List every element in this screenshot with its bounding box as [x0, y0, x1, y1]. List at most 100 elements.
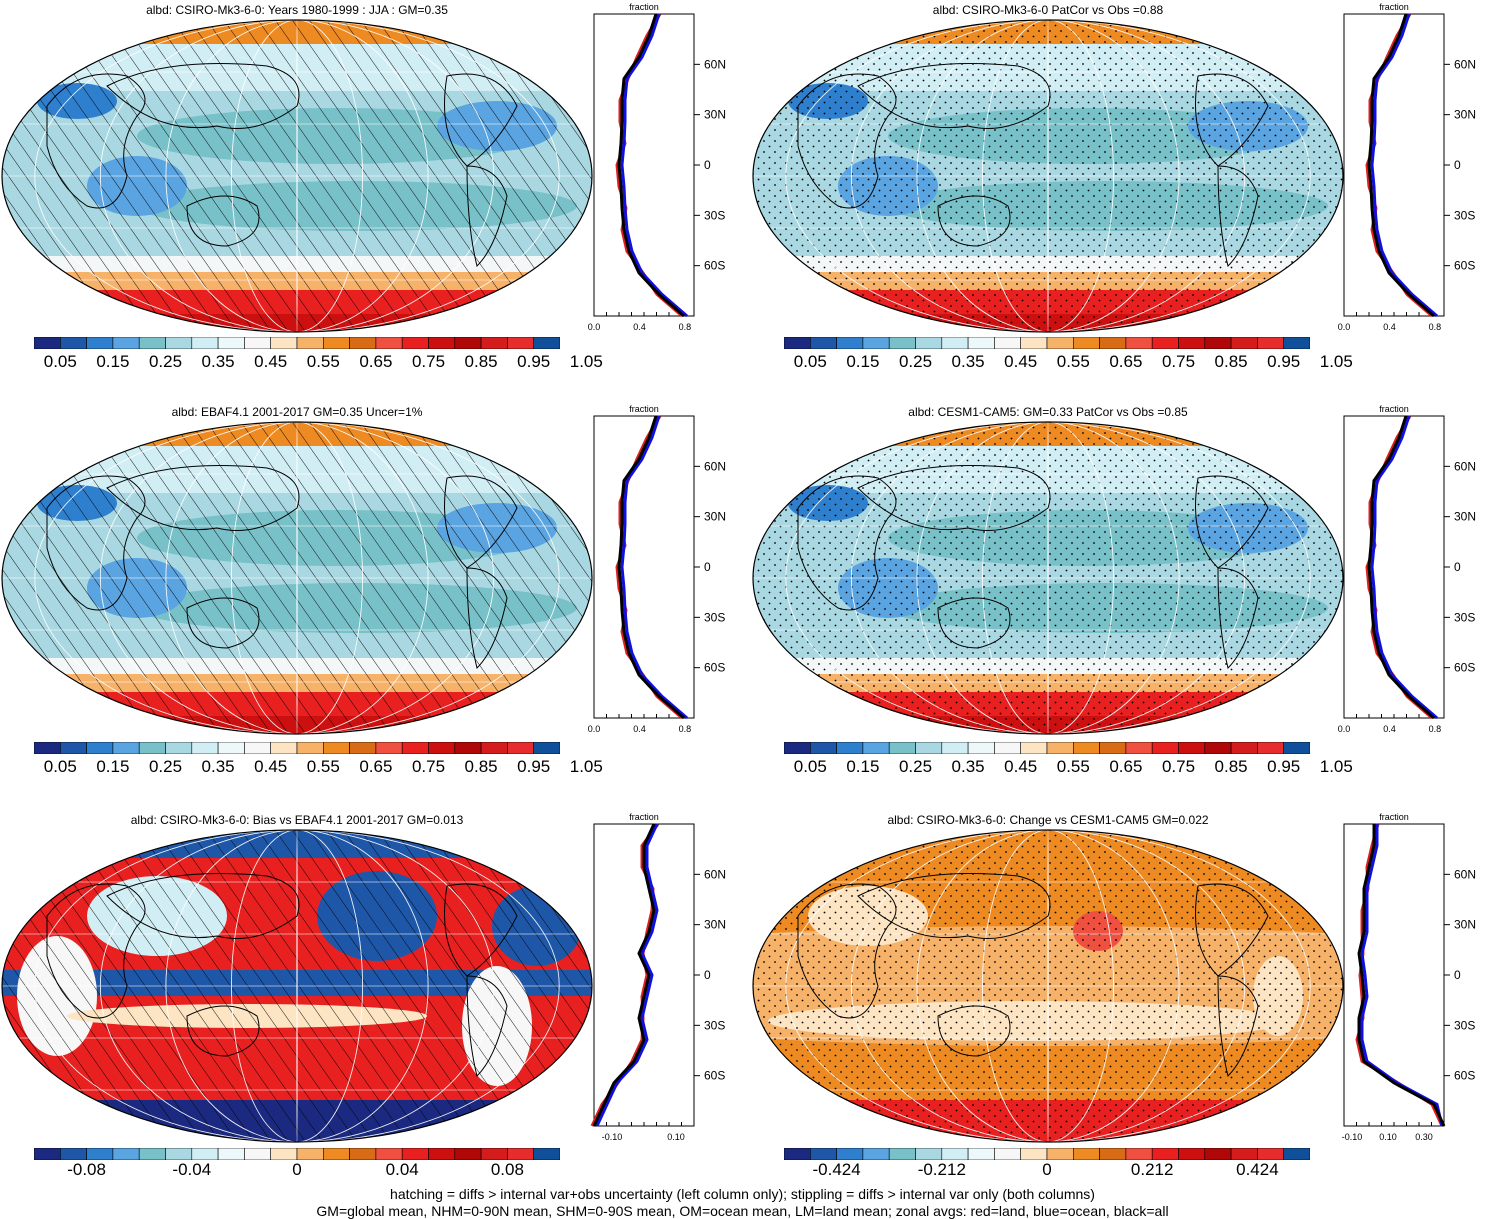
colorbar-swatch: [1072, 742, 1100, 754]
colorbar-label: 0.15: [96, 352, 130, 371]
colorbar-swatch: [1178, 742, 1206, 754]
coastline: [466, 567, 508, 669]
colorbar-label: 0.65: [1109, 352, 1143, 371]
coastline: [937, 1005, 1011, 1057]
colorbar-swatch: [244, 742, 271, 754]
colorbar-swatch: [862, 742, 890, 754]
colorbar-swatch: [1257, 337, 1284, 349]
colorbar-swatch: [86, 742, 114, 754]
zonal-header: fraction: [1379, 812, 1409, 822]
zonal-ytick-label: 60N: [704, 867, 726, 881]
colorbar-swatch: [862, 1148, 890, 1160]
coastline: [444, 475, 518, 569]
zonal-plot: 60N 30N 0 30S 60S fraction 0.0 0.4 0.8: [588, 2, 726, 332]
colorbar-swatch: [34, 337, 61, 349]
colorbar-swatch: [349, 742, 377, 754]
colorbar-swatch: [888, 742, 916, 754]
map-field: [753, 830, 1343, 1142]
colorbar-swatch: [138, 337, 166, 349]
colorbar-swatch: [836, 742, 864, 754]
colorbar-swatch: [1178, 337, 1206, 349]
colorbar-swatch: [1257, 1148, 1284, 1160]
colorbar-labels: 0.05 0.15 0.25 0.35 0.45 0.55 0.65 0.75 0.85 0.95…: [34, 757, 603, 779]
zonal-ytick-label: 30S: [1454, 1018, 1475, 1032]
coastline: [466, 165, 508, 267]
colorbar-swatch: [375, 742, 403, 754]
colorbar-label: 0.04: [385, 1160, 419, 1179]
colorbar: [784, 742, 1310, 754]
coastline: [937, 195, 1011, 247]
colorbar-swatch: [1020, 1148, 1048, 1160]
zonal-line-land: [615, 13, 683, 318]
colorbar-swatch: [1283, 742, 1310, 754]
colorbar-label: 0.25: [898, 352, 933, 371]
zonal-ytick-label: 60N: [1454, 459, 1476, 473]
coastline: [797, 475, 897, 611]
zonal-ytick-label: 30S: [1454, 610, 1475, 624]
coastline: [186, 195, 260, 247]
colorbar-label: 0.25: [898, 757, 933, 776]
coastline: [1217, 165, 1259, 267]
colorbar-label: 0.95: [517, 352, 551, 371]
zonal-ytick-label: 30S: [704, 1018, 725, 1032]
zonal-ytick-label: 60S: [1454, 1069, 1475, 1083]
map-plot: [752, 421, 1344, 735]
colorbar-label: 0.75: [411, 352, 446, 371]
colorbar-swatch: [138, 742, 166, 754]
footer-note-1: hatching = diffs > internal var+obs unce…: [390, 1186, 1095, 1202]
zonal-header: fraction: [629, 812, 659, 822]
map-title: albd: CSIRO-Mk3-6-0: Bias vs EBAF4.1 200…: [130, 813, 464, 827]
colorbar-swatch: [507, 337, 534, 349]
colorbar-label: 0.05: [793, 352, 827, 371]
colorbar-label: 0.45: [254, 757, 288, 776]
colorbar-swatch: [296, 1148, 324, 1160]
colorbar-swatch: [59, 1148, 87, 1160]
colorbar-swatch: [244, 337, 271, 349]
map-outline: [752, 421, 1344, 735]
map-outline: [1, 829, 593, 1143]
colorbar-swatch: [1151, 1148, 1179, 1160]
map-title: albd: CSIRO-Mk3-6-0: Years 1980-1999 : J…: [146, 3, 448, 17]
colorbar-labels: 0.05 0.15 0.25 0.35 0.45 0.55 0.65 0.75 0.85 0.95…: [784, 352, 1353, 374]
colorbar-swatch: [994, 1148, 1021, 1160]
zonal-ytick-label: 30N: [704, 918, 726, 932]
colorbar-swatch: [836, 337, 864, 349]
colorbar-swatch: [1151, 337, 1179, 349]
zonal-ytick-label: 30S: [1454, 208, 1475, 222]
colorbar-swatch: [1072, 337, 1100, 349]
colorbar-swatch: [809, 1148, 837, 1160]
colorbar-label: 0.55: [306, 352, 340, 371]
zonal-xtick-label: 0.4: [633, 724, 646, 734]
colorbar-swatch: [836, 1148, 864, 1160]
colorbar-swatch: [165, 337, 193, 349]
colorbar-swatch: [322, 337, 350, 349]
colorbar-label: 0.75: [1161, 352, 1196, 371]
colorbar-swatch: [941, 742, 969, 754]
map-plot: [1, 829, 593, 1143]
zonal-line-land: [1365, 13, 1433, 318]
colorbar-swatch: [217, 337, 245, 349]
zonal-ytick-label: 60N: [704, 57, 726, 71]
colorbar-swatch: [217, 742, 245, 754]
colorbar-swatch: [888, 337, 916, 349]
zonal-line-ocean: [1370, 13, 1438, 318]
zonal-ytick-label: 30S: [704, 208, 725, 222]
zonal-xtick-label: 0.4: [1383, 724, 1396, 734]
colorbar-swatch: [1283, 337, 1310, 349]
zonal-xtick-label: -0.10: [602, 1132, 623, 1142]
colorbar-swatch: [1283, 1148, 1310, 1160]
colorbar-swatch: [1125, 742, 1153, 754]
coastline: [444, 73, 518, 167]
colorbar-label: 1.05: [569, 352, 603, 371]
coastline: [937, 597, 1011, 649]
colorbar-swatch: [270, 742, 298, 754]
map-title: albd: EBAF4.1 2001-2017 GM=0.35 Uncer=1%: [171, 405, 423, 419]
colorbar: [34, 742, 560, 754]
colorbar-swatch: [967, 1148, 995, 1160]
colorbar-label: 0.25: [148, 757, 183, 776]
colorbar-swatch: [191, 742, 219, 754]
zonal-frame: [1343, 415, 1445, 719]
colorbar-label: 0.55: [1056, 352, 1090, 371]
zonal-header: fraction: [1379, 2, 1409, 12]
zonal-xtick-label: 0.30: [1415, 1132, 1433, 1142]
